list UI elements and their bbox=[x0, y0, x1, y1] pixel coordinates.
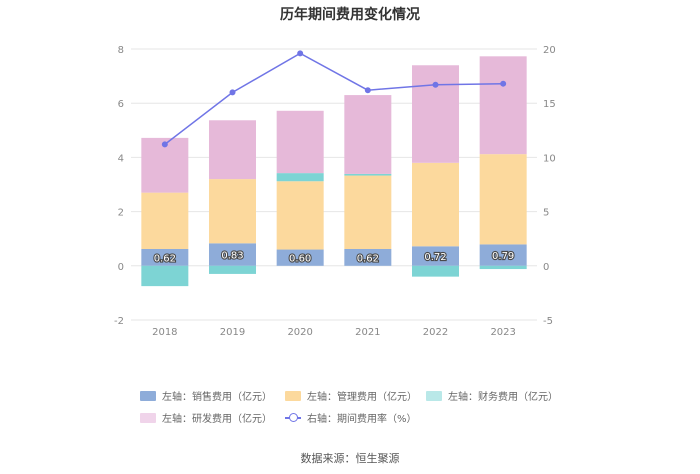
bar-sales-2022 bbox=[412, 246, 459, 266]
rate-point-2019 bbox=[229, 89, 236, 96]
bar-finance-2020 bbox=[276, 173, 324, 182]
y-right-tick-label: 20 bbox=[543, 45, 556, 56]
x-tick-label: 2023 bbox=[490, 327, 515, 338]
bar-series bbox=[141, 56, 527, 287]
bar-data-label: 0.72 bbox=[424, 252, 446, 263]
legend-swatch-finance bbox=[426, 390, 442, 401]
rate-point-2023 bbox=[500, 80, 507, 87]
bar-data-label: 0.60 bbox=[289, 254, 311, 265]
legend-item-sales[interactable]: 左轴：销售费用（亿元） bbox=[140, 388, 272, 403]
bar-rd-2021 bbox=[344, 95, 392, 174]
rate-point-2021 bbox=[364, 87, 371, 94]
y-left-tick-label: 4 bbox=[118, 153, 124, 164]
x-tick-label: 2018 bbox=[152, 327, 177, 338]
y-left-tick-label: 8 bbox=[118, 45, 124, 56]
y-right-tick-label: 5 bbox=[543, 208, 549, 219]
legend-item-finance[interactable]: 左轴：财务费用（亿元） bbox=[426, 388, 558, 403]
legend-label-finance: 左轴：财务费用（亿元） bbox=[448, 392, 558, 403]
bar-rd-2023 bbox=[479, 56, 527, 155]
x-tick-label: 2021 bbox=[355, 327, 380, 338]
bar-sales-2019 bbox=[209, 243, 256, 266]
bar-admin-2021 bbox=[344, 175, 392, 249]
legend-label-rd: 左轴：研发费用（亿元） bbox=[162, 414, 272, 425]
legend-item-admin[interactable]: 左轴：管理费用（亿元） bbox=[285, 388, 417, 403]
bar-finance-2022 bbox=[412, 265, 459, 277]
bar-data-label: 0.83 bbox=[221, 251, 243, 262]
bar-data-labels: 0.62 0.83 0.60 0.62 0.72 0.79 bbox=[153, 249, 516, 265]
data-source: 数据来源：恒生聚源 bbox=[300, 452, 400, 465]
chart-title: 历年期间费用变化情况 bbox=[280, 7, 420, 23]
bar-finance-2021 bbox=[344, 173, 392, 176]
bar-admin-2019 bbox=[209, 179, 256, 244]
x-tick-label: 2022 bbox=[423, 327, 448, 338]
legend-swatch-rd bbox=[140, 412, 156, 423]
legend-item-rd[interactable]: 左轴：研发费用（亿元） bbox=[140, 410, 272, 425]
bar-data-label: 0.79 bbox=[492, 251, 514, 262]
y-right-tick-label: 0 bbox=[543, 262, 549, 273]
rate-point-2018 bbox=[161, 141, 168, 148]
bar-admin-2018 bbox=[141, 192, 189, 249]
y-left-tick-label: -2 bbox=[114, 316, 124, 327]
y-left-tick-label: 2 bbox=[118, 208, 124, 219]
bar-admin-2020 bbox=[276, 181, 324, 250]
rate-line bbox=[164, 52, 504, 145]
bar-data-label: 0.62 bbox=[357, 253, 379, 264]
legend-label-sales: 左轴：销售费用（亿元） bbox=[162, 392, 272, 403]
rate-point-2020 bbox=[297, 50, 304, 57]
y-right-tick-label: 10 bbox=[543, 153, 556, 164]
bar-finance-2019 bbox=[209, 265, 256, 274]
grid-lines bbox=[131, 48, 537, 321]
rate-line-series bbox=[161, 50, 507, 148]
bar-finance-2018 bbox=[141, 265, 189, 287]
legend-item-rate[interactable]: 右轴：期间费用率（%） bbox=[285, 410, 417, 425]
y-left-tick-label: 6 bbox=[118, 99, 124, 110]
x-tick-label: 2020 bbox=[287, 327, 312, 338]
bar-admin-2023 bbox=[479, 154, 527, 245]
bar-data-label: 0.62 bbox=[154, 253, 176, 264]
bar-rd-2022 bbox=[412, 65, 459, 163]
legend-label-admin: 左轴：管理费用（亿元） bbox=[307, 392, 417, 403]
bar-rd-2020 bbox=[276, 110, 324, 174]
bar-sales-2018 bbox=[141, 248, 189, 266]
rate-point-2022 bbox=[432, 81, 439, 88]
y-right-tick-label: 15 bbox=[543, 99, 556, 110]
legend-swatch-sales bbox=[140, 390, 156, 401]
bar-sales-2023 bbox=[479, 244, 527, 266]
legend-label-rate: 右轴：期间费用率（%） bbox=[307, 414, 417, 425]
y-left-tick-label: 0 bbox=[118, 262, 124, 273]
bar-sales-2020 bbox=[276, 249, 324, 266]
y-right-tick-label: -5 bbox=[543, 316, 553, 327]
axis-ticks: -2 0 2 4 6 8 -5 0 5 10 15 20 2018 2019 2020 2021 2022 202… bbox=[114, 45, 556, 338]
legend-swatch-rate bbox=[285, 412, 301, 423]
bar-sales-2021 bbox=[344, 248, 392, 266]
x-tick-label: 2019 bbox=[220, 327, 245, 338]
legend-swatch-admin bbox=[285, 390, 301, 401]
bar-rd-2019 bbox=[209, 120, 256, 180]
bar-admin-2022 bbox=[412, 162, 459, 247]
bar-finance-2023 bbox=[479, 265, 527, 270]
